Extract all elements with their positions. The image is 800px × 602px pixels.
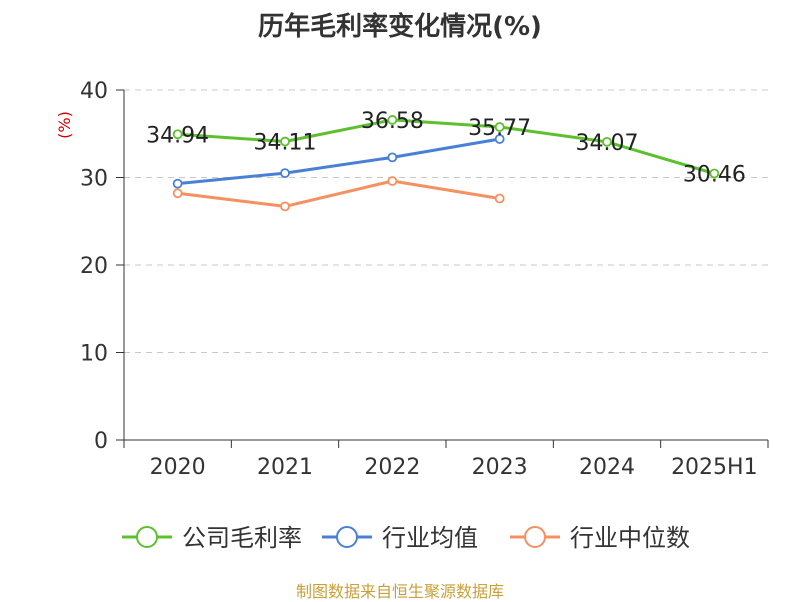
y-axis-unit-label: (%) [55, 111, 74, 139]
legend-marker [136, 526, 158, 548]
data-point [387, 115, 398, 125]
data-label: 36.58 [361, 109, 424, 134]
legend: 公司毛利率 行业均值 行业中位数 [122, 524, 690, 552]
data-point [387, 152, 398, 163]
legend-marker [524, 526, 546, 548]
y-tick-label: 20 [80, 254, 108, 279]
legend-label: 公司毛利率 [182, 524, 302, 552]
data-point [709, 168, 720, 179]
y-tick-label: 0 [94, 429, 108, 454]
data-point [494, 134, 505, 144]
data-point [280, 136, 290, 147]
chart-title: 历年毛利率变化情况(%) [258, 12, 542, 42]
legend-marker [336, 526, 358, 548]
data-point [280, 168, 290, 179]
data-point [172, 129, 183, 140]
data-label: 30.46 [683, 162, 746, 187]
series-lines [172, 115, 720, 212]
series-line-2 [177, 179, 500, 208]
x-tick-label: 2022 [364, 455, 420, 480]
x-tick-label: 2024 [579, 455, 635, 480]
x-tick-label: 2021 [257, 455, 313, 480]
x-tick-label: 2025H1 [671, 455, 758, 480]
series-line-0 [177, 118, 715, 175]
data-point [387, 176, 398, 186]
data-point [172, 178, 183, 189]
legend-label: 行业均值 [382, 524, 478, 552]
y-tick-label: 10 [80, 342, 108, 367]
data-point [494, 122, 505, 132]
y-tick-label: 30 [80, 167, 108, 192]
data-label: 34.07 [576, 131, 639, 156]
data-label: 34.94 [146, 123, 209, 148]
y-tick-label: 40 [80, 79, 108, 104]
data-point [602, 136, 612, 147]
data-point [172, 188, 183, 199]
data-point [280, 201, 290, 212]
axes: 0 10 20 30 40 2020 2021 2022 2023 2024 2025H1 [80, 79, 769, 480]
x-tick-label: 2023 [472, 455, 528, 480]
legend-label: 行业中位数 [570, 524, 690, 552]
source-note: 制图数据来自恒生聚源数据库 [295, 582, 504, 601]
x-tick-label: 2020 [150, 455, 206, 480]
data-label: 34.11 [254, 131, 317, 156]
grid-lines [124, 89, 768, 353]
data-point [494, 193, 505, 204]
data-labels: 34.94 34.11 36.58 35.77 34.07 30.46 [146, 109, 746, 188]
data-label: 35.77 [468, 116, 531, 141]
series-line-1 [177, 137, 500, 186]
